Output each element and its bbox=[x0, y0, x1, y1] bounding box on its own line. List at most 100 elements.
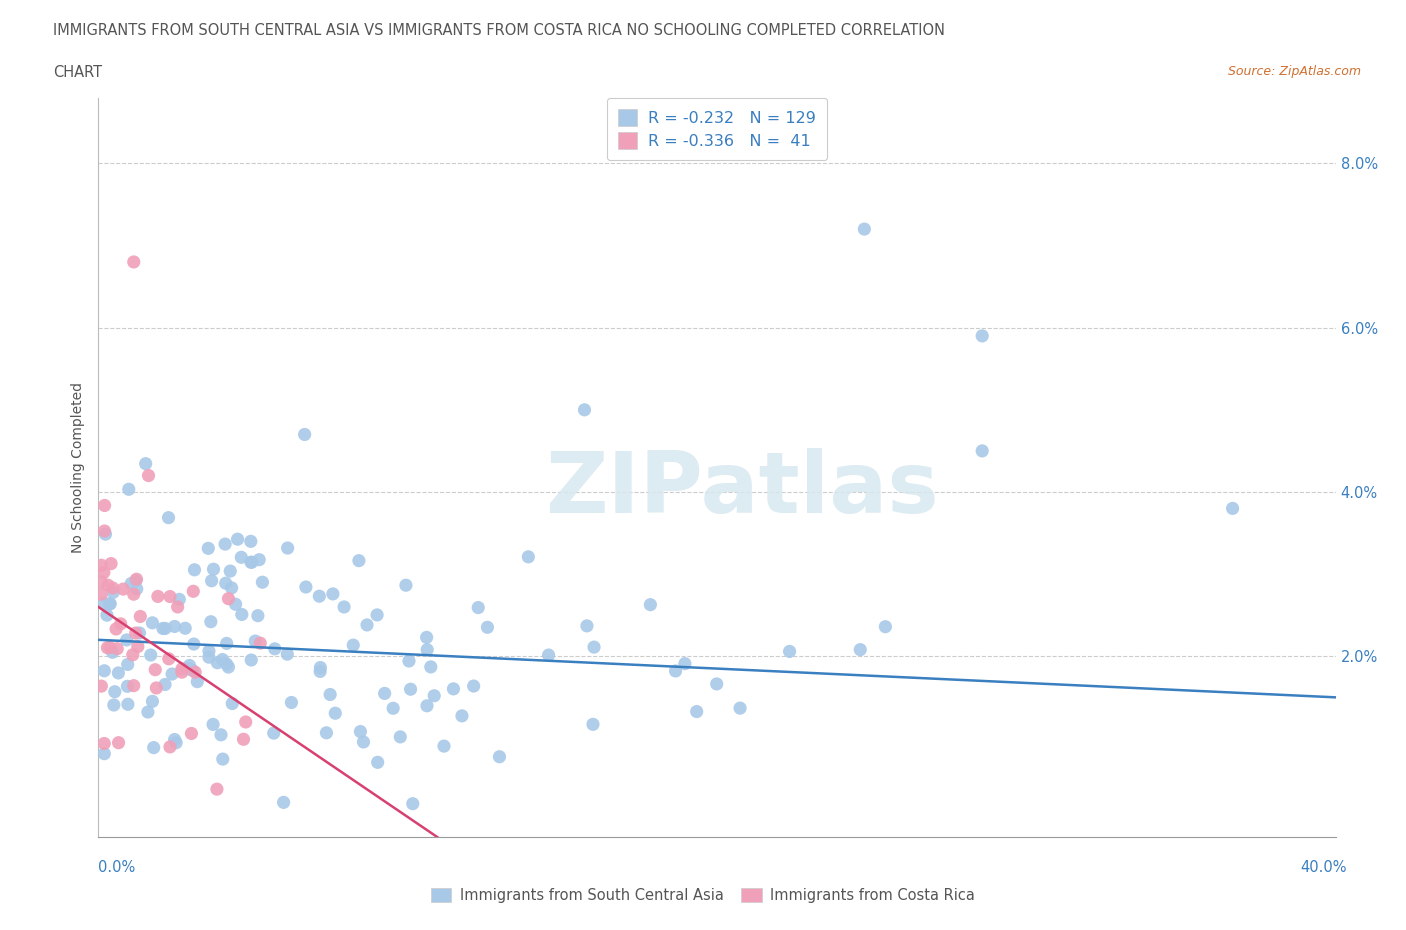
Point bbox=[184, 665, 207, 680]
Text: ZIPatlas: ZIPatlas bbox=[546, 448, 939, 531]
Point bbox=[152, 621, 174, 636]
Point bbox=[219, 564, 242, 578]
Point bbox=[125, 572, 148, 587]
Point bbox=[128, 626, 150, 641]
Point bbox=[101, 644, 124, 659]
Point bbox=[169, 591, 191, 606]
Point bbox=[105, 621, 128, 636]
Point bbox=[728, 700, 751, 715]
Point bbox=[221, 697, 243, 711]
Point bbox=[100, 556, 122, 571]
Point bbox=[93, 596, 115, 611]
Point bbox=[419, 659, 441, 674]
Point bbox=[197, 541, 219, 556]
Point bbox=[163, 619, 186, 634]
Point bbox=[157, 511, 180, 525]
Point bbox=[107, 666, 129, 681]
Point bbox=[117, 679, 139, 694]
Text: 0.0%: 0.0% bbox=[98, 860, 135, 875]
Legend: Immigrants from South Central Asia, Immigrants from Costa Rica: Immigrants from South Central Asia, Immi… bbox=[425, 882, 981, 909]
Point bbox=[225, 597, 247, 612]
Point bbox=[207, 656, 229, 671]
Point bbox=[395, 578, 418, 592]
Point bbox=[127, 639, 149, 654]
Point bbox=[322, 587, 344, 602]
Point bbox=[174, 621, 197, 636]
Point bbox=[972, 444, 994, 458]
Point bbox=[246, 608, 269, 623]
Point bbox=[252, 575, 274, 590]
Point bbox=[239, 534, 262, 549]
Point bbox=[198, 650, 221, 665]
Point bbox=[97, 578, 120, 592]
Point bbox=[153, 677, 176, 692]
Point bbox=[416, 698, 439, 713]
Point bbox=[226, 532, 249, 547]
Point bbox=[463, 679, 485, 694]
Point bbox=[537, 647, 560, 662]
Point bbox=[323, 706, 346, 721]
Point bbox=[276, 646, 298, 661]
Text: IMMIGRANTS FROM SOUTH CENTRAL ASIA VS IMMIGRANTS FROM COSTA RICA NO SCHOOLING CO: IMMIGRANTS FROM SOUTH CENTRAL ASIA VS IM… bbox=[53, 23, 945, 38]
Point bbox=[135, 457, 157, 472]
Point bbox=[398, 654, 420, 669]
Point bbox=[853, 221, 876, 236]
Point bbox=[347, 553, 370, 568]
Point bbox=[779, 644, 801, 658]
Point bbox=[367, 755, 389, 770]
Point bbox=[467, 600, 489, 615]
Point bbox=[399, 682, 422, 697]
Point bbox=[214, 537, 236, 551]
Point bbox=[101, 580, 124, 595]
Point bbox=[488, 750, 510, 764]
Point bbox=[122, 255, 145, 270]
Point bbox=[356, 618, 378, 632]
Point bbox=[349, 724, 371, 739]
Point bbox=[160, 667, 183, 682]
Point bbox=[232, 732, 254, 747]
Point bbox=[215, 576, 238, 591]
Point bbox=[706, 676, 728, 691]
Point bbox=[177, 661, 200, 676]
Point bbox=[247, 552, 270, 567]
Point bbox=[416, 643, 439, 658]
Point bbox=[122, 678, 145, 693]
Point bbox=[319, 687, 342, 702]
Point bbox=[1222, 501, 1244, 516]
Point bbox=[103, 585, 125, 600]
Point bbox=[110, 617, 132, 631]
Point bbox=[104, 684, 127, 699]
Point bbox=[382, 701, 405, 716]
Point bbox=[309, 660, 332, 675]
Point bbox=[366, 607, 388, 622]
Point bbox=[112, 581, 135, 596]
Point bbox=[209, 727, 232, 742]
Point bbox=[141, 616, 163, 631]
Point bbox=[575, 618, 598, 633]
Point bbox=[107, 736, 129, 751]
Point bbox=[217, 591, 239, 606]
Point bbox=[93, 565, 115, 579]
Point bbox=[240, 555, 263, 570]
Point bbox=[180, 726, 202, 741]
Text: CHART: CHART bbox=[53, 65, 103, 80]
Point bbox=[94, 526, 117, 541]
Point bbox=[159, 739, 181, 754]
Point bbox=[181, 663, 204, 678]
Point bbox=[103, 698, 125, 712]
Point bbox=[186, 674, 208, 689]
Point bbox=[90, 558, 112, 573]
Point bbox=[143, 662, 166, 677]
Text: Source: ZipAtlas.com: Source: ZipAtlas.com bbox=[1227, 65, 1361, 78]
Point bbox=[582, 717, 605, 732]
Point bbox=[120, 576, 142, 591]
Point bbox=[105, 642, 128, 657]
Point bbox=[217, 659, 239, 674]
Point bbox=[90, 679, 112, 694]
Point bbox=[849, 643, 872, 658]
Point bbox=[308, 589, 330, 604]
Point bbox=[875, 619, 897, 634]
Point bbox=[433, 738, 456, 753]
Point bbox=[157, 651, 180, 666]
Point bbox=[245, 633, 267, 648]
